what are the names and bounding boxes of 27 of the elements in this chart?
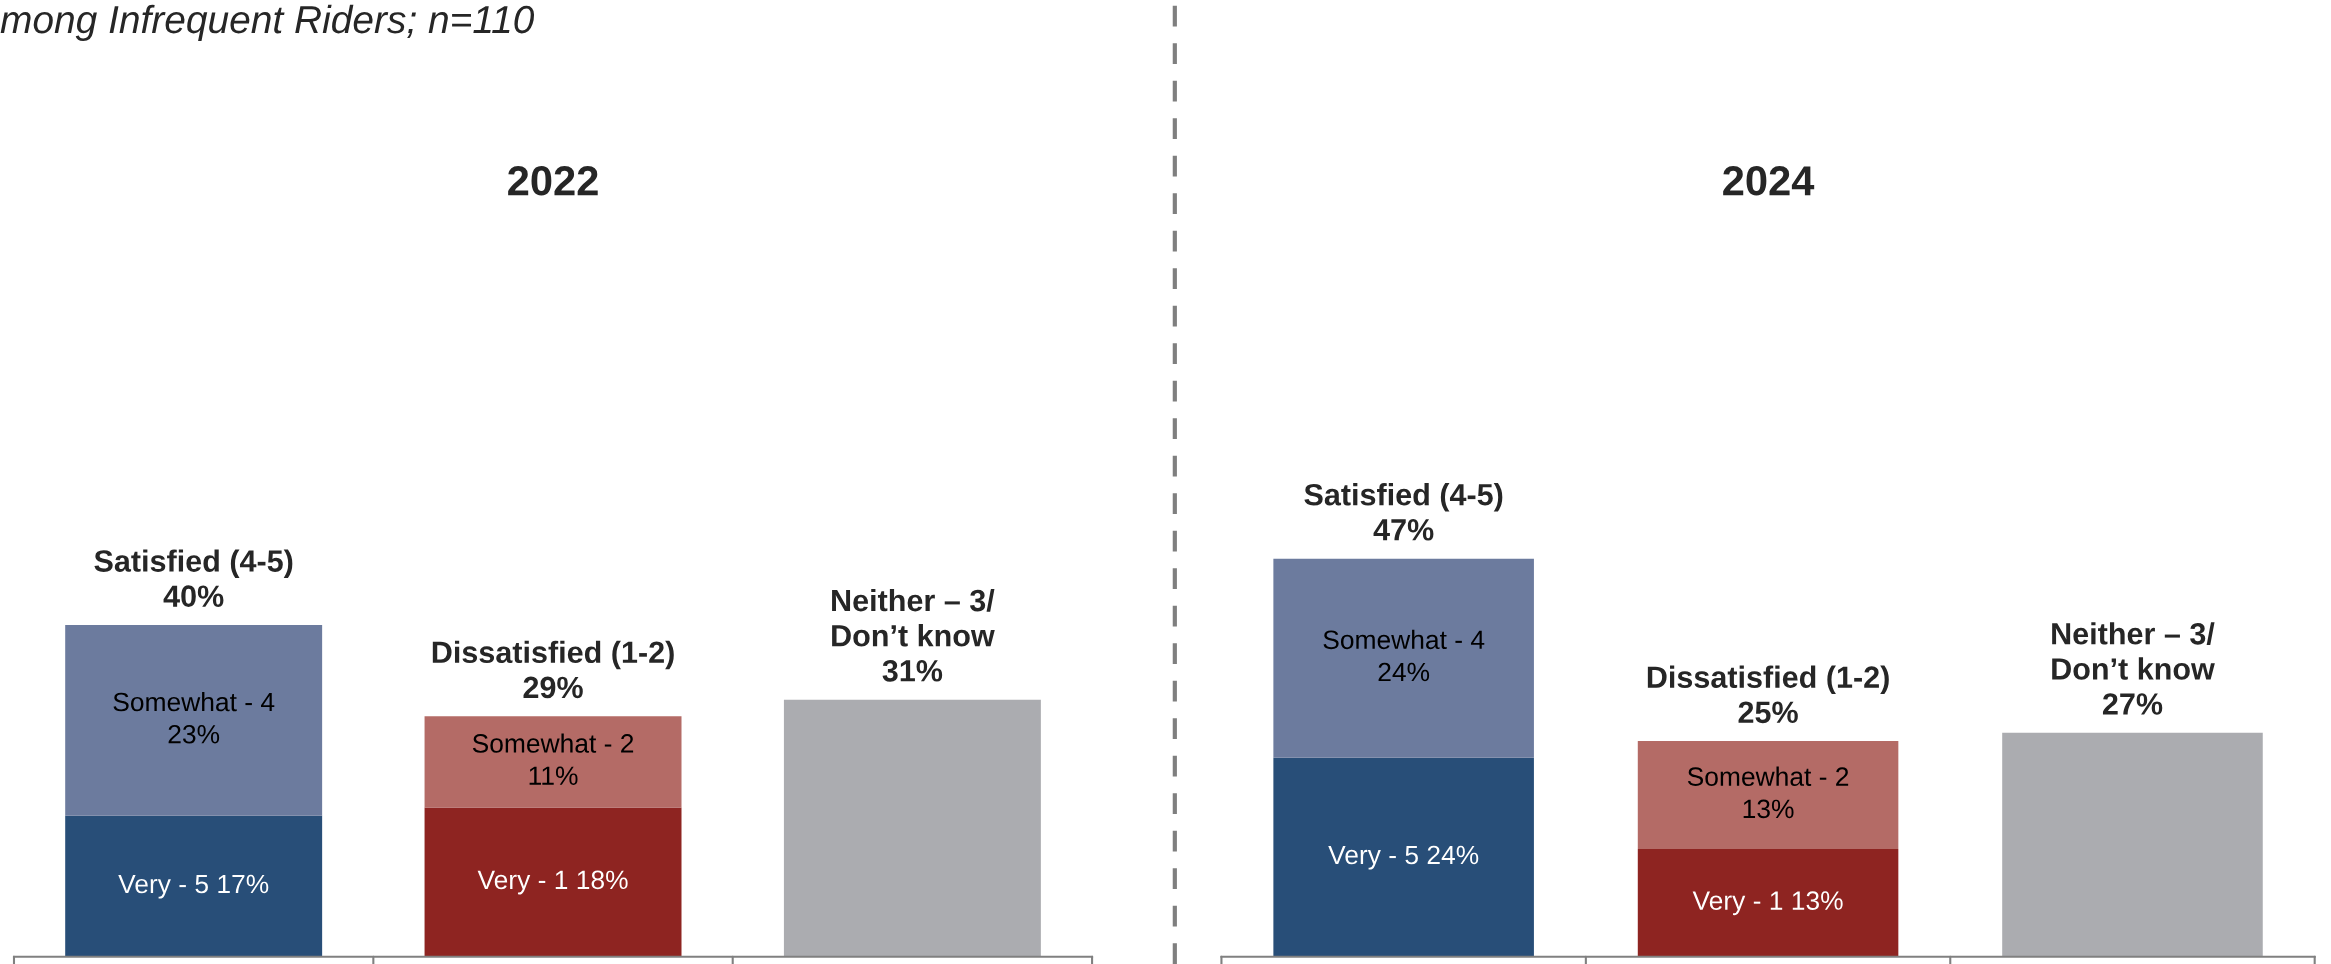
bar: [1637, 741, 1899, 849]
total-label: Neither – 3/ Don’t know 31%: [832, 588, 995, 682]
bar: [2002, 732, 2263, 957]
total-label: Dissatisfied (1-2) 25%: [1647, 665, 1889, 724]
data-label: Very - 1 18%: [477, 870, 628, 895]
bar: [65, 624, 323, 816]
total-label: Satisfied (4-5) 40%: [94, 549, 293, 608]
bar: [783, 699, 1041, 957]
total-label: Neither – 3/ Don’t know 27%: [2052, 622, 2215, 715]
chart-title: 2022: [508, 166, 598, 196]
chart-subtitle: mong Infrequent Riders; n=110: [0, 4, 535, 42]
total-label: Dissatisfied (1-2) 29%: [432, 640, 674, 699]
bar: [65, 815, 323, 957]
bar: [424, 807, 682, 957]
chart-title: 2024: [1723, 166, 1815, 196]
data-label: Somewhat - 4 23%: [113, 691, 275, 744]
bar: [424, 716, 682, 808]
data-label: Somewhat - 2 13%: [1687, 766, 1849, 819]
data-label: Somewhat - 2 11%: [472, 733, 634, 785]
bar: [1273, 558, 1534, 758]
bar: [1273, 757, 1534, 957]
data-label: Somewhat - 4 24%: [1323, 629, 1485, 682]
data-label: Very - 5 24%: [1328, 845, 1479, 870]
total-label: Satisfied (4-5) 47%: [1304, 483, 1503, 541]
data-label: Very - 1 13%: [1692, 891, 1843, 916]
data-label: Very - 5 17%: [118, 874, 269, 899]
bar: [1637, 848, 1899, 957]
